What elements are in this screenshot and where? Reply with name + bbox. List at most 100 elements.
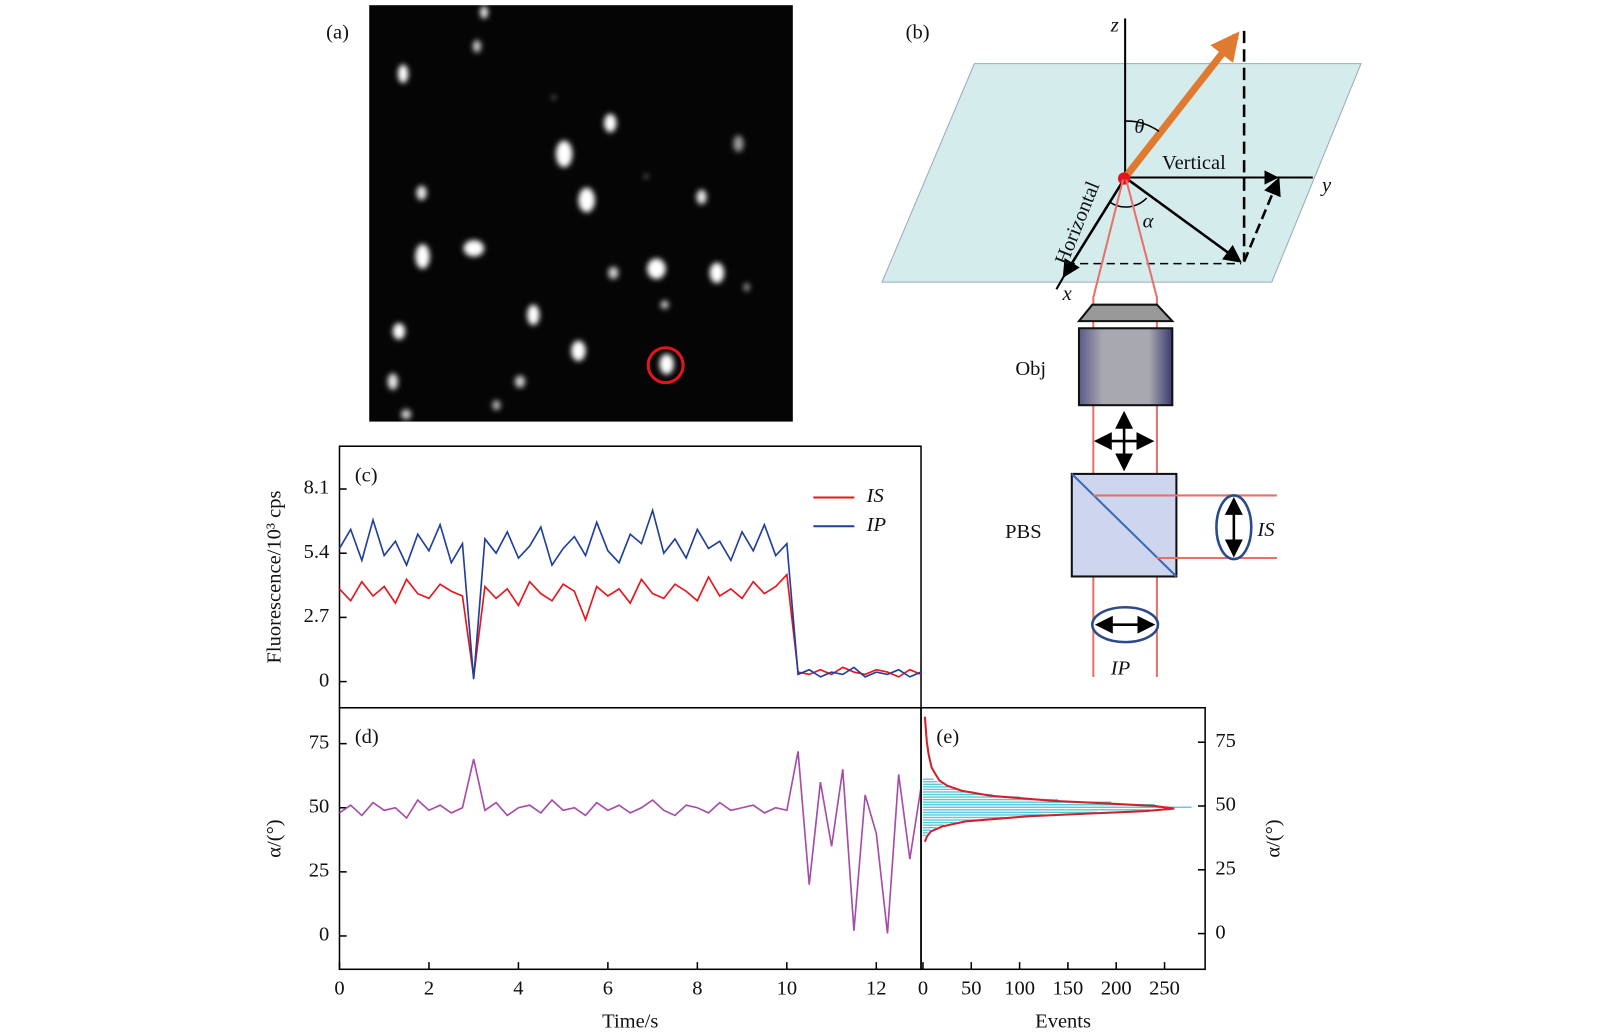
histogram-bar	[922, 786, 951, 788]
x-axis-label: Time/s	[602, 1010, 658, 1032]
x-tick-label: 8	[692, 978, 702, 1000]
theta-arc	[1125, 120, 1160, 132]
spot	[571, 340, 586, 362]
histogram-bar	[922, 809, 1151, 811]
x-tick-label: 150	[1053, 978, 1084, 1000]
x-tick-label: 12	[866, 978, 887, 1000]
histogram-bar	[922, 819, 977, 821]
histogram-bar	[922, 832, 928, 834]
x-tick-label: 6	[603, 978, 613, 1000]
spot	[659, 353, 674, 375]
y-tick-label: 25	[1215, 857, 1236, 879]
plot-frame	[338, 706, 922, 971]
spot	[415, 244, 430, 269]
spot	[660, 300, 669, 309]
spot	[472, 40, 482, 53]
y-tick-label: 75	[309, 731, 330, 753]
y-axis-label: Fluorescence/10³ cps	[264, 491, 286, 664]
y-tick-label: 2.7	[304, 605, 330, 627]
x-axis-label: Events	[1035, 1010, 1091, 1032]
axis-label: x	[1062, 283, 1072, 305]
x-tick-label: 200	[1101, 978, 1132, 1000]
panel-label: (b)	[906, 22, 930, 44]
horizontal-arrow	[1062, 176, 1127, 278]
spot	[463, 240, 485, 257]
x-tick-label: 100	[1004, 978, 1035, 1000]
angle-label: θ	[1134, 116, 1144, 138]
spot	[743, 283, 750, 292]
objective-label: Obj	[1015, 358, 1046, 380]
x-tick-label: 4	[513, 978, 523, 1000]
spot	[397, 64, 409, 84]
spot	[527, 304, 540, 326]
spot	[733, 135, 744, 152]
spot	[647, 258, 666, 280]
projection-arrow	[1124, 176, 1242, 263]
y-axis-label: α/(°)	[1263, 819, 1285, 857]
charts: (c) 0 2.7 5.4 8.1 Fluorescence/10³ cps IS IP (d)…	[264, 445, 1285, 1032]
series-line	[338, 572, 922, 678]
histogram-bar	[922, 793, 993, 796]
fit-curve	[923, 716, 1175, 843]
histogram-bar	[922, 826, 937, 829]
y-tick-label: 50	[1215, 794, 1236, 816]
dipole-arrow	[1122, 31, 1240, 180]
histogram-bar	[922, 806, 1192, 808]
objective-tip	[1076, 303, 1175, 323]
spot	[387, 373, 398, 390]
histogram-bar	[922, 816, 1006, 819]
x-tick-label: 10	[777, 978, 798, 1000]
histogram-bar	[922, 788, 960, 791]
output-label: IP	[1110, 658, 1130, 680]
x-tick-label: 0	[918, 978, 928, 1000]
histogram-bar	[922, 778, 934, 780]
legend-label: IS	[866, 485, 884, 507]
histogram-bar	[922, 824, 945, 826]
histogram-bar	[922, 783, 943, 786]
spot	[696, 189, 707, 205]
spot	[551, 95, 556, 100]
y-tick-label: 75	[1215, 730, 1236, 752]
x-tick-label: 0	[334, 978, 344, 1000]
histogram-bar	[922, 796, 1020, 798]
splitter-diagonal	[1071, 473, 1178, 578]
panel-label: (d)	[355, 726, 379, 748]
y-tick-label: 5.4	[304, 541, 330, 563]
sample-plane	[881, 63, 1362, 283]
x-tick-label: 50	[961, 978, 982, 1000]
histogram-bar	[922, 834, 926, 837]
panel-label: (a)	[326, 22, 349, 44]
spot	[608, 266, 619, 280]
histogram-bar	[922, 811, 1097, 814]
y-tick-label: 0	[1215, 921, 1225, 943]
histogram-bar	[922, 829, 931, 831]
legend-label: IP	[866, 514, 886, 536]
splitter-label: PBS	[1005, 521, 1041, 543]
objective	[1077, 327, 1174, 407]
x-tick-label: 250	[1149, 978, 1180, 1000]
panel-label: (c)	[355, 465, 378, 487]
spot	[401, 409, 412, 420]
plot-frame	[920, 706, 1206, 971]
spot	[604, 113, 617, 133]
histogram-bar	[922, 821, 957, 824]
direction-label: Vertical	[1162, 152, 1226, 174]
spot	[555, 140, 573, 168]
spot	[578, 187, 595, 213]
histogram-bar	[922, 791, 974, 793]
spot	[492, 400, 501, 411]
panel-label: (e)	[936, 726, 959, 748]
selected-molecule	[646, 346, 685, 385]
histogram-bar	[922, 798, 1059, 801]
series-line	[338, 507, 922, 680]
spot	[392, 323, 406, 340]
spot	[480, 6, 489, 19]
histogram-bar	[922, 781, 938, 783]
y-tick-label: 8.1	[304, 477, 330, 499]
orientation-diagram: (b) z y x θ α Vertical Horizontal Obj P	[881, 14, 1362, 680]
y-tick-label: 0	[319, 669, 329, 691]
y-tick-label: 50	[309, 795, 330, 817]
y-tick-label: 25	[309, 860, 330, 882]
